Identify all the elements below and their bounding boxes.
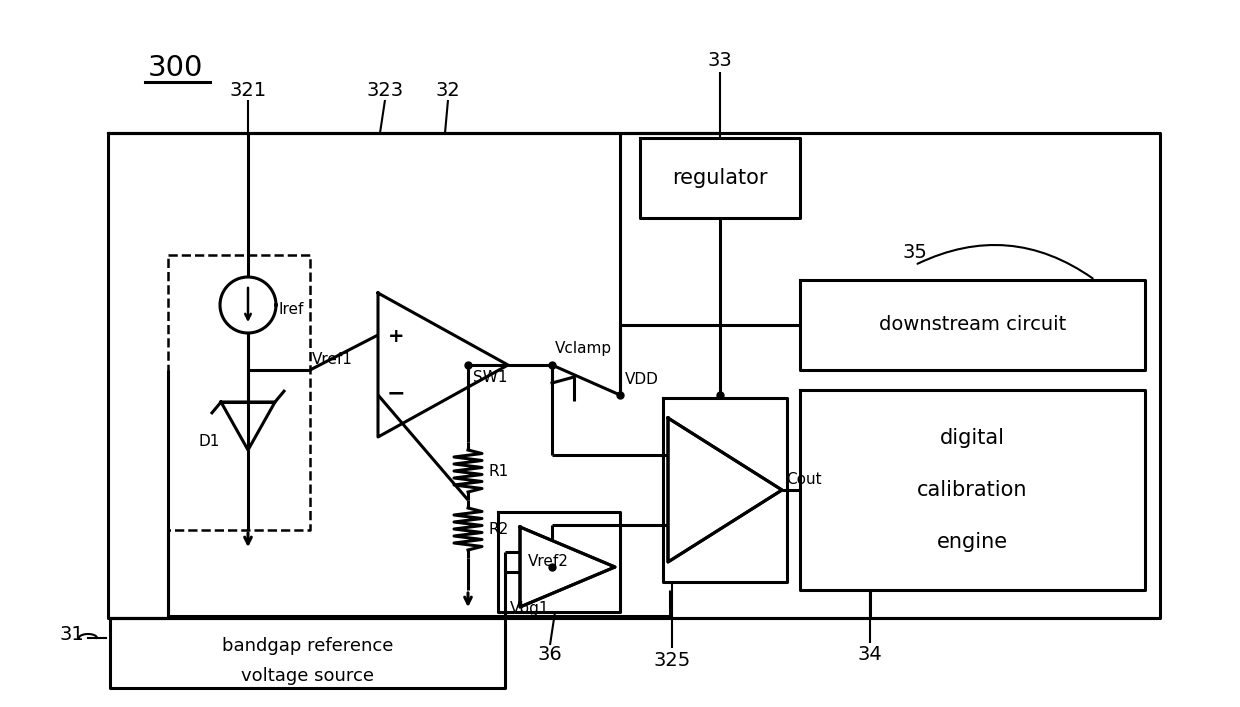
Text: voltage source: voltage source <box>241 667 374 685</box>
Polygon shape <box>108 133 1159 618</box>
Text: bandgap reference: bandgap reference <box>222 637 393 655</box>
Text: 34: 34 <box>858 645 883 665</box>
Text: 35: 35 <box>903 243 928 262</box>
Polygon shape <box>454 450 482 492</box>
Polygon shape <box>663 398 787 582</box>
Text: Iref: Iref <box>278 303 304 317</box>
Text: Vref2: Vref2 <box>528 554 569 570</box>
Polygon shape <box>640 138 800 218</box>
Text: D1: D1 <box>198 435 219 450</box>
Polygon shape <box>219 277 277 333</box>
Text: 33: 33 <box>708 50 733 69</box>
Polygon shape <box>378 293 508 437</box>
Text: 36: 36 <box>538 645 563 665</box>
Text: 300: 300 <box>148 54 203 82</box>
Polygon shape <box>110 618 505 688</box>
Polygon shape <box>498 512 620 612</box>
Text: 321: 321 <box>229 81 267 100</box>
Text: R1: R1 <box>489 464 508 479</box>
Polygon shape <box>167 255 310 530</box>
Text: 32: 32 <box>435 81 460 100</box>
Text: SW1: SW1 <box>472 370 507 385</box>
Polygon shape <box>668 418 782 562</box>
Text: −: − <box>387 383 405 403</box>
Text: 325: 325 <box>653 650 691 670</box>
Text: engine: engine <box>937 532 1008 552</box>
Text: 323: 323 <box>367 81 403 100</box>
Text: 31: 31 <box>60 626 84 645</box>
Text: digital: digital <box>940 428 1004 448</box>
Text: VDD: VDD <box>625 373 658 387</box>
Polygon shape <box>520 527 615 607</box>
Text: Vbg1: Vbg1 <box>510 600 549 616</box>
Polygon shape <box>800 280 1145 370</box>
Text: downstream circuit: downstream circuit <box>879 315 1066 334</box>
Polygon shape <box>454 508 482 550</box>
Text: calibration: calibration <box>918 480 1028 500</box>
Text: regulator: regulator <box>672 168 768 188</box>
Polygon shape <box>520 527 615 607</box>
Text: Vclamp: Vclamp <box>556 341 613 356</box>
Text: +: + <box>388 327 404 346</box>
Polygon shape <box>221 402 275 450</box>
Text: R2: R2 <box>489 522 508 537</box>
Text: Vref1: Vref1 <box>312 353 353 368</box>
Text: Cout: Cout <box>786 472 822 488</box>
Polygon shape <box>800 390 1145 590</box>
Polygon shape <box>668 418 782 562</box>
